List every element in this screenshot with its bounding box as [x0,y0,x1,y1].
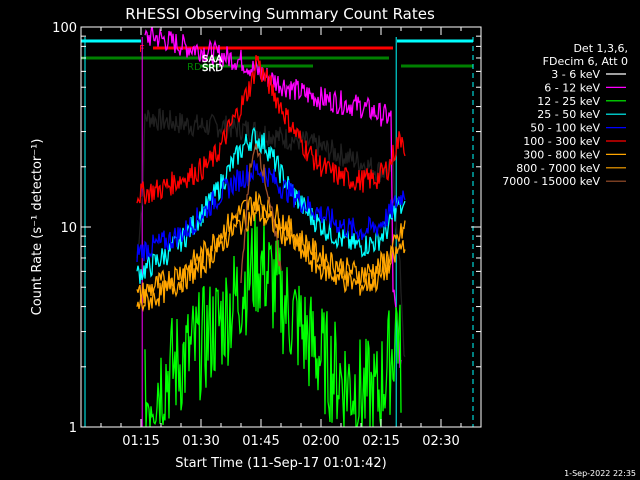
x-tick-label-4: 02:15 [362,434,399,449]
series-line-2 [144,212,402,427]
legend-label-5: 100 - 300 keV [523,135,600,148]
legend-label-7: 800 - 7000 keV [516,162,600,175]
series-line-4 [136,160,406,263]
legend-label-1: 6 - 12 keV [544,81,600,94]
series-line-3 [136,126,406,284]
footer-date: 1-Sep-2022 22:35 [564,469,636,478]
x-tick-label-3: 02:00 [302,434,339,449]
state-bar-labels: SAA SRD [202,54,224,74]
legend-label-2: 12 - 25 keV [537,95,600,108]
plot-area: FRD6 [81,27,474,427]
x-tick-label-5: 02:30 [422,434,459,449]
x-axis-label: Start Time (11-Sep-17 01:01:42) [175,456,386,471]
legend-label-6: 300 - 800 keV [523,148,600,161]
y-axis: 1 10 100 [52,21,481,436]
state-bar-label-2: RD6 [187,62,208,73]
x-tick-label-2: 01:45 [242,434,279,449]
series-line-5 [136,55,406,205]
overlay-label-srd: SRD [202,63,223,74]
y-tick-label-0: 1 [69,421,77,436]
chart-title: RHESSI Observing Summary Count Rates [125,5,435,23]
legend-label-3: 25 - 50 keV [537,108,600,121]
overlay-label-saa: SAA [202,54,223,65]
y-axis-label: Count Rate (s⁻¹ detector⁻¹) [30,139,45,316]
series-line-8 [240,143,282,284]
legend-label-0: 3 - 6 keV [551,68,600,81]
series-line-halo-0 [136,108,406,358]
legend-header-det: Det 1,3,6, [573,42,628,55]
series-line-6 [136,191,406,304]
x-tick-label-0: 01:15 [122,434,159,449]
legend-header-decim: FDecim 6, Att 0 [543,55,628,68]
x-axis: 01:15 01:30 01:45 02:00 02:15 02:30 [100,27,462,449]
x-tick-label-1: 01:30 [182,434,219,449]
y-tick-label-1: 10 [60,221,77,236]
legend-label-8: 7000 - 15000 keV [502,175,600,188]
y-tick-label-2: 100 [52,21,77,36]
series-line-1 [144,27,402,368]
series-line-7 [136,204,406,313]
legend-label-4: 50 - 100 keV [530,122,600,135]
